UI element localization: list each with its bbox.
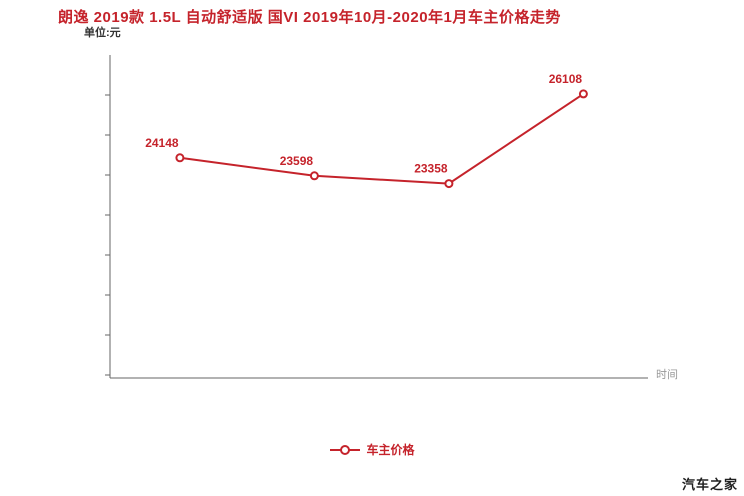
data-point bbox=[578, 89, 588, 99]
data-point-label: 23358 bbox=[414, 162, 448, 176]
x-axis-label: 时间 bbox=[656, 369, 678, 381]
data-point bbox=[175, 153, 185, 163]
chart-title: 朗逸 2019款 1.5L 自动舒适版 国VI 2019年10月-2020年1月… bbox=[58, 9, 561, 26]
data-point-label: 26108 bbox=[549, 72, 583, 86]
data-point bbox=[309, 171, 319, 181]
legend: 车主价格 bbox=[0, 441, 744, 458]
legend-marker-icon bbox=[330, 444, 361, 455]
legend-label: 车主价格 bbox=[366, 443, 415, 457]
data-point-label: 23598 bbox=[280, 154, 314, 168]
data-point bbox=[444, 179, 454, 189]
price-line bbox=[179, 93, 584, 185]
data-point-label: 24148 bbox=[145, 136, 179, 150]
watermark-logo: 汽车之家 bbox=[681, 477, 738, 492]
y-axis-unit-label: 单位:元 bbox=[84, 27, 121, 39]
